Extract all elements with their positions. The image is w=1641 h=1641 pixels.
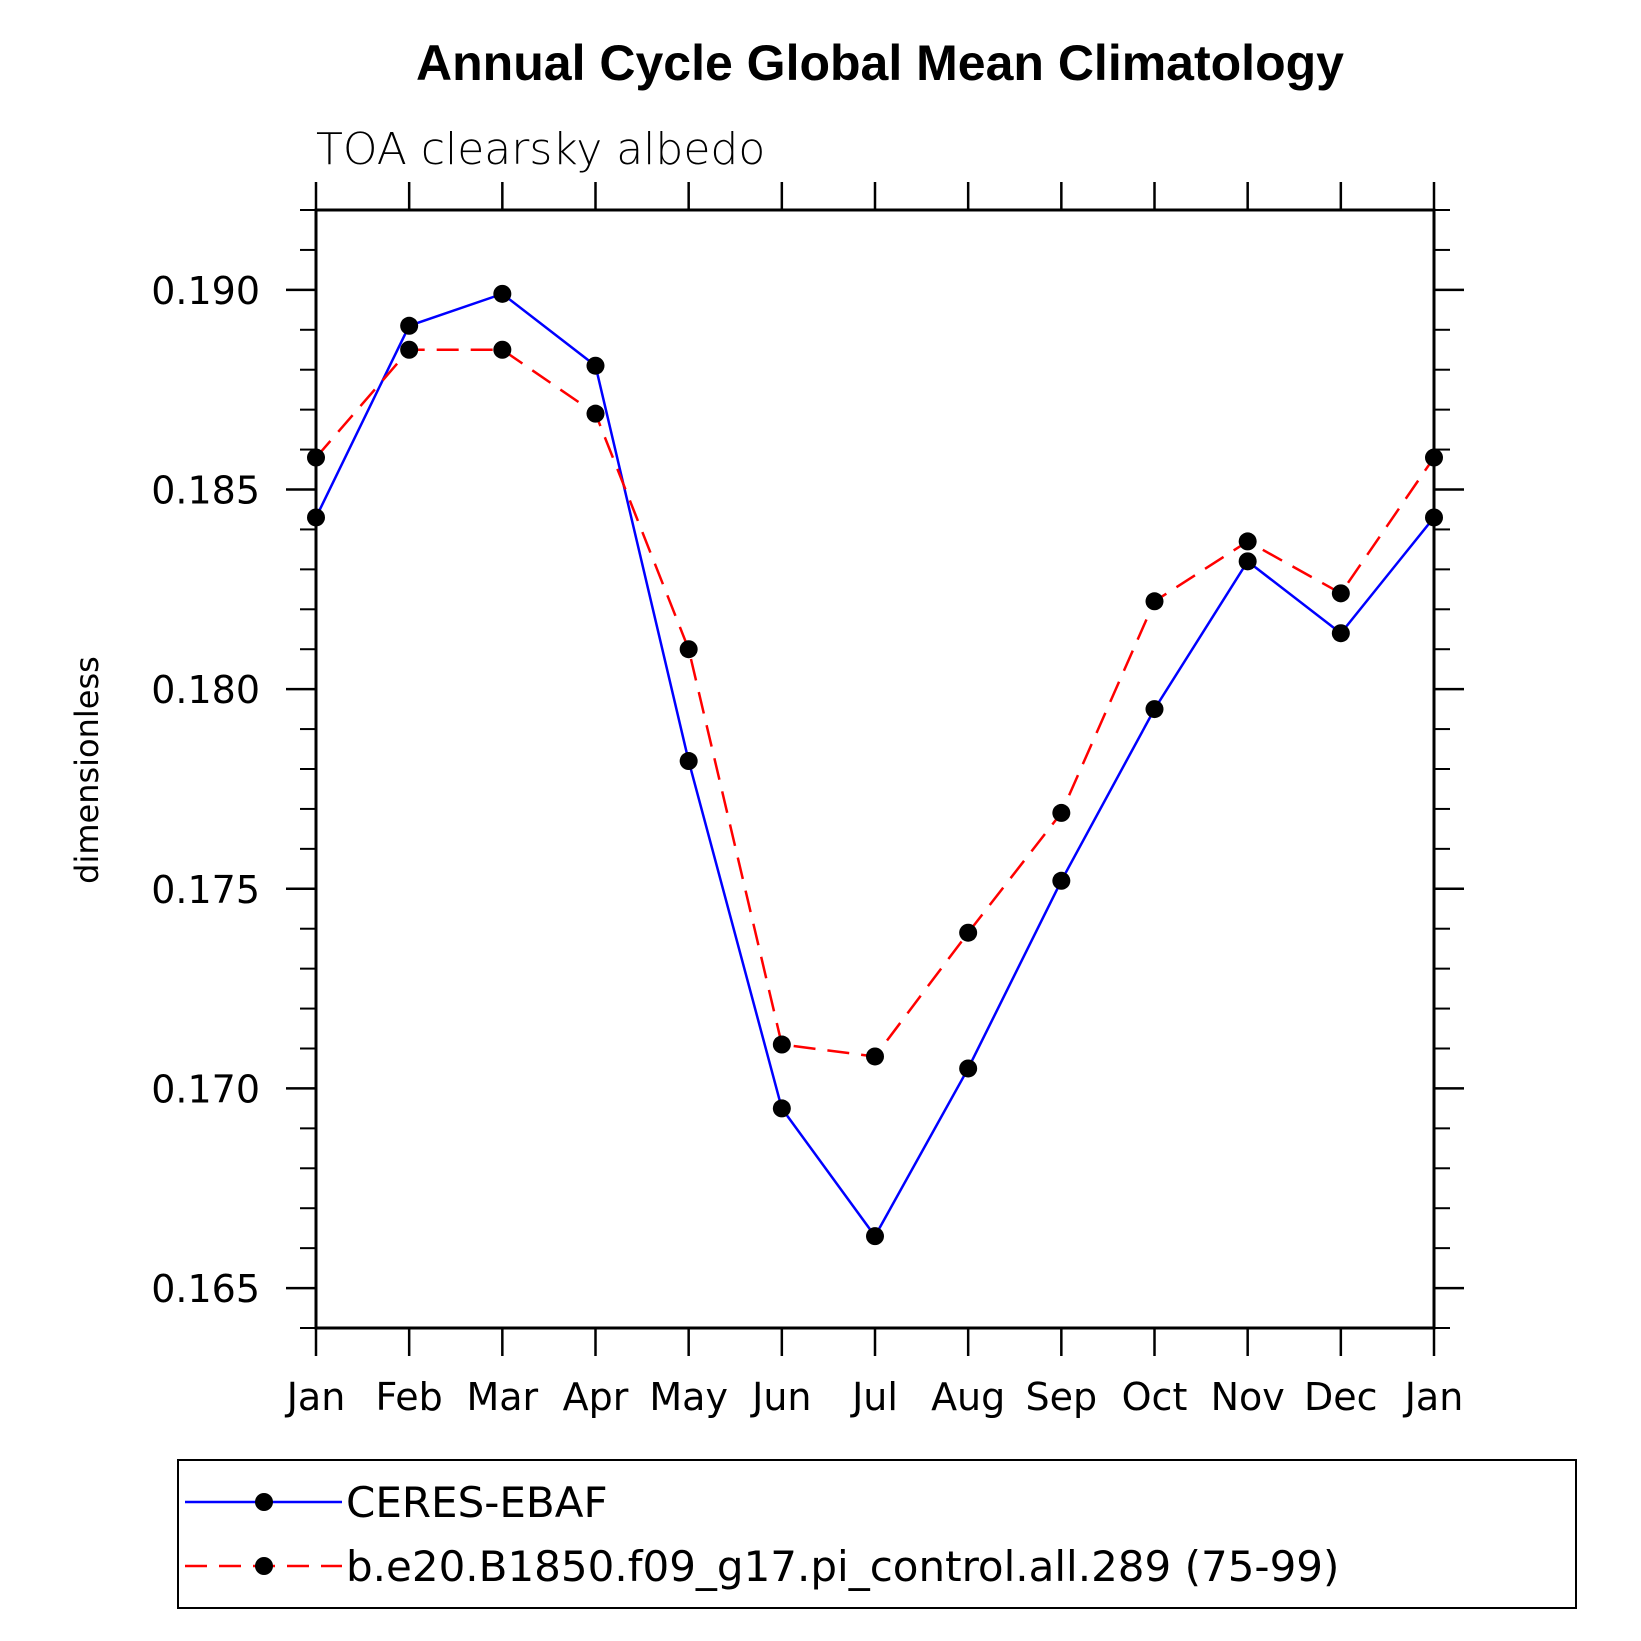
legend: CERES-EBAF b.e20.B1850.f09_g17.pi_contro… [177,1459,1577,1609]
chart-subtitle: TOA clearsky albedo [316,124,765,175]
series-1-point [586,404,605,423]
series-0-point [586,356,605,375]
y-tick-label: 0.185 [151,469,260,513]
series-0-point [679,752,698,771]
legend-marker-model [255,1557,273,1575]
legend-marker-ceres [255,1493,273,1511]
axis-ticks [286,182,1464,1356]
legend-label-model: b.e20.B1850.f09_g17.pi_control.all.289 (… [346,1542,1339,1591]
series-0-point [866,1227,884,1246]
y-tick-label: 0.175 [151,868,260,912]
y-tick-label: 0.165 [151,1267,260,1311]
chart-title: Annual Cycle Global Mean Climatology [416,35,1344,91]
plot-frame [314,208,1436,1330]
x-tick-label: Aug [931,1375,1005,1419]
series-0-point [1238,552,1257,571]
series-0-point [493,284,512,303]
x-tick-label: Jun [750,1375,811,1419]
series-line-0 [314,292,1435,1239]
series-1-point [1052,803,1071,822]
series-0-point [959,1059,978,1078]
y-tick-label: 0.170 [151,1067,260,1111]
series-1-point [493,340,512,359]
series-1-point [959,923,978,942]
x-tick-label: Jul [850,1375,898,1419]
x-tick-label: Nov [1211,1375,1285,1419]
x-tick-label: Feb [376,1375,443,1419]
y-axis-label: dimensionless [68,656,106,884]
series-0-point [1145,700,1164,719]
series-0-point [772,1099,791,1118]
series-1-point [1238,532,1257,551]
legend-label-ceres: CERES-EBAF [346,1478,608,1527]
series-line-1 [315,348,1436,1058]
x-tick-label: Jan [1403,1375,1464,1419]
series-0-point [1052,871,1071,890]
axis-tick-labels: Jan Feb Mar Apr May Jun Jul Aug Sep Oct Nov Dec Jan 0… [151,269,1463,1419]
series-0-point [1331,624,1350,643]
series-1-point [679,640,698,659]
x-tick-label: Apr [563,1375,629,1419]
x-tick-label: Dec [1304,1375,1378,1419]
series-1-point [1145,592,1164,611]
y-tick-label: 0.190 [151,269,260,313]
legend-box [177,1459,1577,1609]
x-tick-label: Oct [1122,1375,1188,1419]
series-1-point [866,1047,884,1066]
x-tick-label: May [649,1375,728,1419]
x-tick-label: Jan [285,1375,346,1419]
series-0-point [400,316,419,335]
series-1-point [400,340,419,359]
series-1-point [1331,584,1350,603]
x-tick-label: Sep [1026,1375,1098,1419]
series-1-point [772,1035,791,1054]
x-tick-label: Mar [466,1375,538,1419]
series-layer [307,284,1443,1246]
y-tick-label: 0.180 [151,668,260,712]
